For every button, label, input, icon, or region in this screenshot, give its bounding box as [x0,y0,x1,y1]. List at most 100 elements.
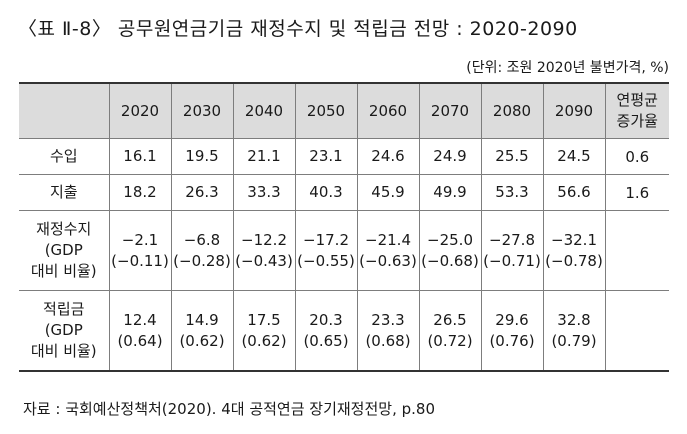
table-row: 재정수지 (GDP 대비 비율) −2.1 (−0.11) −6.8 (−0.28) −12.… [19,210,669,291]
value: 24.9 [433,147,467,165]
table-row: 지출 18.2 26.3 33.3 40.3 45.9 49.9 53.3 56.6 1.6 [19,174,669,211]
value: −17.2 [303,230,349,249]
value: 26.5 [433,310,467,329]
value-cell: 23.3 (0.68) [356,290,420,372]
value: 17.5 [247,310,281,329]
value-cell: −17.2 (−0.55) [294,210,358,291]
value-cell: −2.1 (−0.11) [108,210,172,291]
value-cell: 49.9 [418,174,482,211]
value-cell: 12.4 (0.64) [108,290,172,372]
gdp-ratio: (−0.78) [545,251,603,270]
row-label-line: 재정수지 [36,220,92,238]
header-row: 2020 2030 2040 2050 2060 2070 2080 2090 … [19,82,669,139]
value: 23.1 [309,147,343,165]
value: 16.1 [123,147,157,165]
header-year: 2040 [232,82,296,139]
value-cell: 19.5 [170,138,234,175]
table-row: 적립금 (GDP 대비 비율) 12.4 (0.64) 14.9 (0.62) 17.5 (0.… [19,290,669,372]
value-cell: 24.5 [542,138,606,175]
value-cell: 53.3 [480,174,544,211]
unit-note: (단위: 조원 2020년 불변가격, %) [466,60,669,76]
value-cell: 16.1 [108,138,172,175]
row-label-line: (GDP [44,321,83,339]
value: −21.4 [365,230,411,249]
value-cell: −21.4 (−0.63) [356,210,420,291]
row-label: 재정수지 (GDP 대비 비율) [19,210,110,291]
value: 21.1 [247,147,281,165]
value-cell: 45.9 [356,174,420,211]
value: −2.1 [121,230,159,249]
value-cell: 21.1 [232,138,296,175]
annual-growth-cell: 1.6 [604,174,669,211]
table-row: 수입 16.1 19.5 21.1 23.1 24.6 24.9 25.5 24.5 0.6 [19,138,669,175]
gdp-ratio: (0.64) [117,331,163,350]
value-cell: 32.8 (0.79) [542,290,606,372]
value-cell: −27.8 (−0.71) [480,210,544,291]
value: −25.0 [427,230,473,249]
row-label-line: 대비 비율) [30,262,97,280]
value: 25.5 [495,147,529,165]
gdp-ratio: (0.76) [489,331,535,350]
gdp-ratio: (0.65) [303,331,349,350]
gdp-ratio: (−0.28) [173,251,231,270]
value: 33.3 [247,183,281,201]
header-growth-line: 증가율 [616,112,658,130]
value: 12.4 [123,310,157,329]
gdp-ratio: (−0.43) [235,251,293,270]
header-year: 2090 [542,82,606,139]
value: 26.3 [185,183,219,201]
header-year: 2080 [480,82,544,139]
header-annual-growth: 연평균 증가율 [604,82,669,139]
value: 24.5 [557,147,591,165]
value-cell: 17.5 (0.62) [232,290,296,372]
header-year: 2020 [108,82,172,139]
value: 18.2 [123,183,157,201]
value: 14.9 [185,310,219,329]
value-cell: 18.2 [108,174,172,211]
annual-growth-cell [604,210,669,291]
value: −12.2 [241,230,287,249]
value-cell: 24.6 [356,138,420,175]
row-label: 지출 [19,174,110,211]
value: −6.8 [183,230,221,249]
gdp-ratio: (−0.11) [111,251,169,270]
header-label-cell [19,82,110,139]
value-cell: 26.5 (0.72) [418,290,482,372]
value: 19.5 [185,147,219,165]
gdp-ratio: (0.68) [365,331,411,350]
gdp-ratio: (0.62) [241,331,287,350]
gdp-ratio: (−0.63) [359,251,417,270]
row-label-line: 수입 [49,147,78,165]
pension-projection-table: 2020 2030 2040 2050 2060 2070 2080 2090 … [19,82,669,372]
value: 49.9 [433,183,467,201]
header-year: 2030 [170,82,234,139]
value-cell: 40.3 [294,174,358,211]
header-growth-line: 연평균 [616,91,658,109]
row-label-line: 지출 [49,183,78,201]
row-label: 수입 [19,138,110,175]
value: −32.1 [551,230,597,249]
header-year: 2060 [356,82,420,139]
gdp-ratio: (0.79) [551,331,597,350]
value: 20.3 [309,310,343,329]
value: 23.3 [371,310,405,329]
value-cell: −12.2 (−0.43) [232,210,296,291]
value: −27.8 [489,230,535,249]
gdp-ratio: (−0.71) [483,251,541,270]
value: 45.9 [371,183,405,201]
annual-growth-cell [604,290,669,372]
value-cell: 33.3 [232,174,296,211]
header-year: 2070 [418,82,482,139]
table-title: 〈표 Ⅱ-8〉 공무원연금기금 재정수지 및 적립금 전망 : 2020-209… [18,18,578,40]
row-label-line: 대비 비율) [30,342,97,360]
row-label-line: (GDP [44,241,83,259]
row-label: 적립금 (GDP 대비 비율) [19,290,110,372]
value-cell: 20.3 (0.65) [294,290,358,372]
value: 32.8 [557,310,591,329]
value-cell: 26.3 [170,174,234,211]
value: 53.3 [495,183,529,201]
value-cell: 23.1 [294,138,358,175]
header-year: 2050 [294,82,358,139]
table-body: 수입 16.1 19.5 21.1 23.1 24.6 24.9 25.5 24.5 0.6 지출 1… [19,138,669,372]
annual-growth-cell: 0.6 [604,138,669,175]
